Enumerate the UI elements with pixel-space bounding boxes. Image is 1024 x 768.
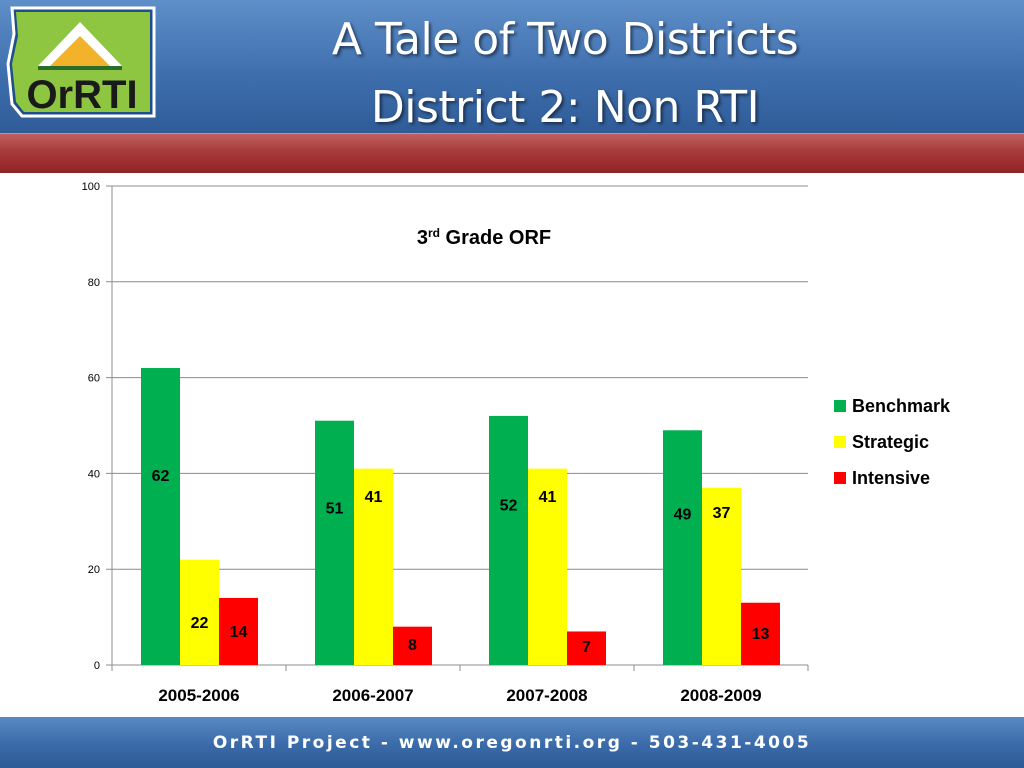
data-label: 41: [539, 489, 557, 506]
bar-benchmark: [489, 415, 528, 665]
logo-text: OrRTI: [26, 73, 137, 117]
legend-label-intensive: Intensive: [852, 468, 930, 488]
bar-benchmark: [315, 420, 354, 665]
orrti-logo: OrRTI: [6, 6, 156, 118]
x-category-label: 2006-2007: [332, 686, 413, 705]
x-category-label: 2008-2009: [680, 686, 761, 705]
y-tick-label: 100: [82, 181, 100, 193]
bar-intensive: [393, 626, 432, 665]
bar-benchmark: [141, 368, 180, 665]
header-band: [0, 133, 1024, 173]
legend-swatch-benchmark: [834, 400, 846, 412]
bar-strategic: [180, 559, 219, 665]
bar-chart: 0 20 40 60 80 100 62 22 14 2005-2006 51 41 8 2006-200…: [82, 181, 951, 705]
data-label: 52: [500, 498, 518, 515]
y-tick-label: 0: [94, 660, 100, 672]
legend-swatch-intensive: [834, 472, 846, 484]
bar-intensive: [567, 631, 606, 665]
bar-benchmark: [663, 430, 702, 665]
slide-subtitle: District 2: Non RTI: [370, 82, 760, 133]
bar-strategic: [528, 468, 567, 665]
x-category-label: 2007-2008: [506, 686, 587, 705]
y-tick-label: 60: [88, 373, 100, 385]
footer-contact: OrRTI Project - www.oregonrti.org - 503-…: [212, 733, 812, 753]
data-label: 13: [752, 626, 770, 643]
bar-intensive: [741, 602, 780, 665]
legend-label-strategic: Strategic: [852, 432, 929, 452]
data-label: 51: [326, 501, 344, 518]
y-tick-label: 80: [88, 277, 100, 289]
data-label: 62: [152, 468, 170, 485]
legend-swatch-strategic: [834, 436, 846, 448]
data-label: 49: [674, 506, 692, 523]
data-label: 37: [713, 505, 731, 522]
legend-label-benchmark: Benchmark: [852, 396, 951, 416]
bar-intensive: [219, 597, 258, 665]
y-tick-label: 40: [88, 468, 100, 480]
bar-strategic: [354, 468, 393, 665]
bar-strategic: [702, 487, 741, 665]
x-category-label: 2005-2006: [158, 686, 239, 705]
y-tick-label: 20: [88, 564, 100, 576]
chart-title: 3rd Grade ORF: [417, 226, 551, 249]
data-label: 41: [365, 489, 383, 506]
data-label: 22: [191, 615, 209, 632]
data-label: 7: [582, 639, 591, 656]
slide-footer: [0, 717, 1024, 768]
data-label: 14: [230, 624, 248, 641]
data-label: 8: [408, 637, 417, 654]
slide-title: A Tale of Two Districts: [331, 14, 799, 65]
slide-header: [0, 0, 1024, 133]
